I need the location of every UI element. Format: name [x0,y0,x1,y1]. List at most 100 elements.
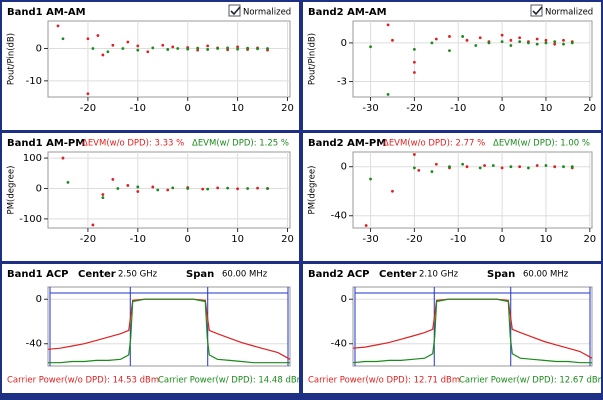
point [236,45,240,49]
center-label: Center [379,269,417,280]
point [535,164,539,167]
point [186,187,190,190]
y-tick-label: 0 [36,43,42,54]
x-tick-label: 0 [185,234,191,245]
point [151,46,155,50]
x-tick-label: -10 [130,234,146,245]
checkbox[interactable] [530,4,543,17]
point [430,170,434,174]
point [121,47,125,50]
x-tick-label: -20 [80,234,96,245]
point [412,153,416,156]
spectrum-line [48,298,290,364]
checkbox-label: Normalized [243,8,291,18]
panel-title: Band1 ACP [7,269,69,280]
span-value: 60.00 MHz [523,270,569,280]
point [535,42,539,46]
point [461,35,465,38]
point [151,185,155,189]
point [412,60,416,64]
panel-title: Band2 ACP [308,269,370,280]
point [461,162,465,166]
plot-area [47,20,291,98]
point [146,50,150,54]
panel-content: Band2 ACP Center 2.10 GHz Span 60.00 MHz Carr… [308,269,601,386]
span-label: Span [487,269,515,280]
point [111,43,115,47]
x-tick-label: -20 [406,103,422,114]
point [196,46,200,50]
x-tick-label: -20 [406,234,422,245]
plot-area [47,286,291,367]
point [430,41,434,45]
point [201,187,205,191]
x-tick-label: 10 [540,234,553,245]
y-tick-label: 0 [341,162,347,173]
point [101,196,105,199]
point [171,186,175,190]
point [562,42,565,46]
y-tick-label: 0 [36,183,42,194]
x-tick-label: 20 [583,103,596,114]
point [448,49,451,53]
point [544,164,548,167]
point [56,24,60,28]
panel: Band2 ACP Center 2.10 GHz Span 60.00 MHz Carr… [303,264,601,393]
point [91,47,95,50]
carrier-power: Carrier Power(w/o DPD): 12.71 dBm [308,376,460,386]
x-tick-label: 0 [499,103,505,114]
point [500,33,504,37]
point [562,165,565,169]
point [500,40,504,44]
y-axis-label: Pout/Pin(dB) [7,33,17,85]
point [364,224,368,227]
point [126,40,130,44]
panel-title: Band2 AM-PM [308,138,386,149]
point [465,38,469,42]
point [266,47,269,50]
x-tick-label: -30 [362,234,378,245]
plot-area [352,286,593,367]
panel: Band1 AM-AM Normalized Pout/Pin(dB) 0 -10 -20… [2,2,299,130]
x-tick-label: -10 [450,234,466,245]
y-axis-label: PM(degree) [7,166,17,215]
point [553,40,557,44]
point [386,23,390,27]
y-tick-label: 0 [341,38,347,49]
point [544,38,548,42]
x-tick-label: 0 [499,234,505,245]
point [478,166,482,170]
plot-area [352,20,593,98]
y-tick-label: 0 [36,294,42,305]
evm-label: ΔEVM(w/ DPD): 1.00 % [493,139,590,149]
point [101,193,105,196]
panel-title: Band1 AM-PM [7,138,85,149]
point [474,44,478,47]
point [136,190,140,193]
point [417,168,421,172]
point [553,165,557,169]
point [196,48,200,52]
point [266,187,269,190]
point [166,48,170,51]
evm-label: ΔEVM(w/o DPD): 3.33 % [82,139,184,149]
point [136,44,140,48]
x-tick-label: 10 [231,234,244,245]
point [391,189,394,193]
point [412,166,416,170]
panel-title: Band2 AM-AM [308,7,387,18]
point [96,34,100,37]
x-tick-label: -30 [362,103,378,114]
spectrum-line [352,298,592,364]
panel-content: Band2 AM-AM Normalized Pout/Pin(dB) 0 -3 -30 -… [308,4,596,114]
point [86,37,90,41]
point [66,181,70,184]
point [101,53,105,57]
point [369,177,372,181]
point [483,164,486,167]
point [236,47,240,51]
checkmark [532,6,543,16]
checkbox[interactable] [228,4,241,17]
